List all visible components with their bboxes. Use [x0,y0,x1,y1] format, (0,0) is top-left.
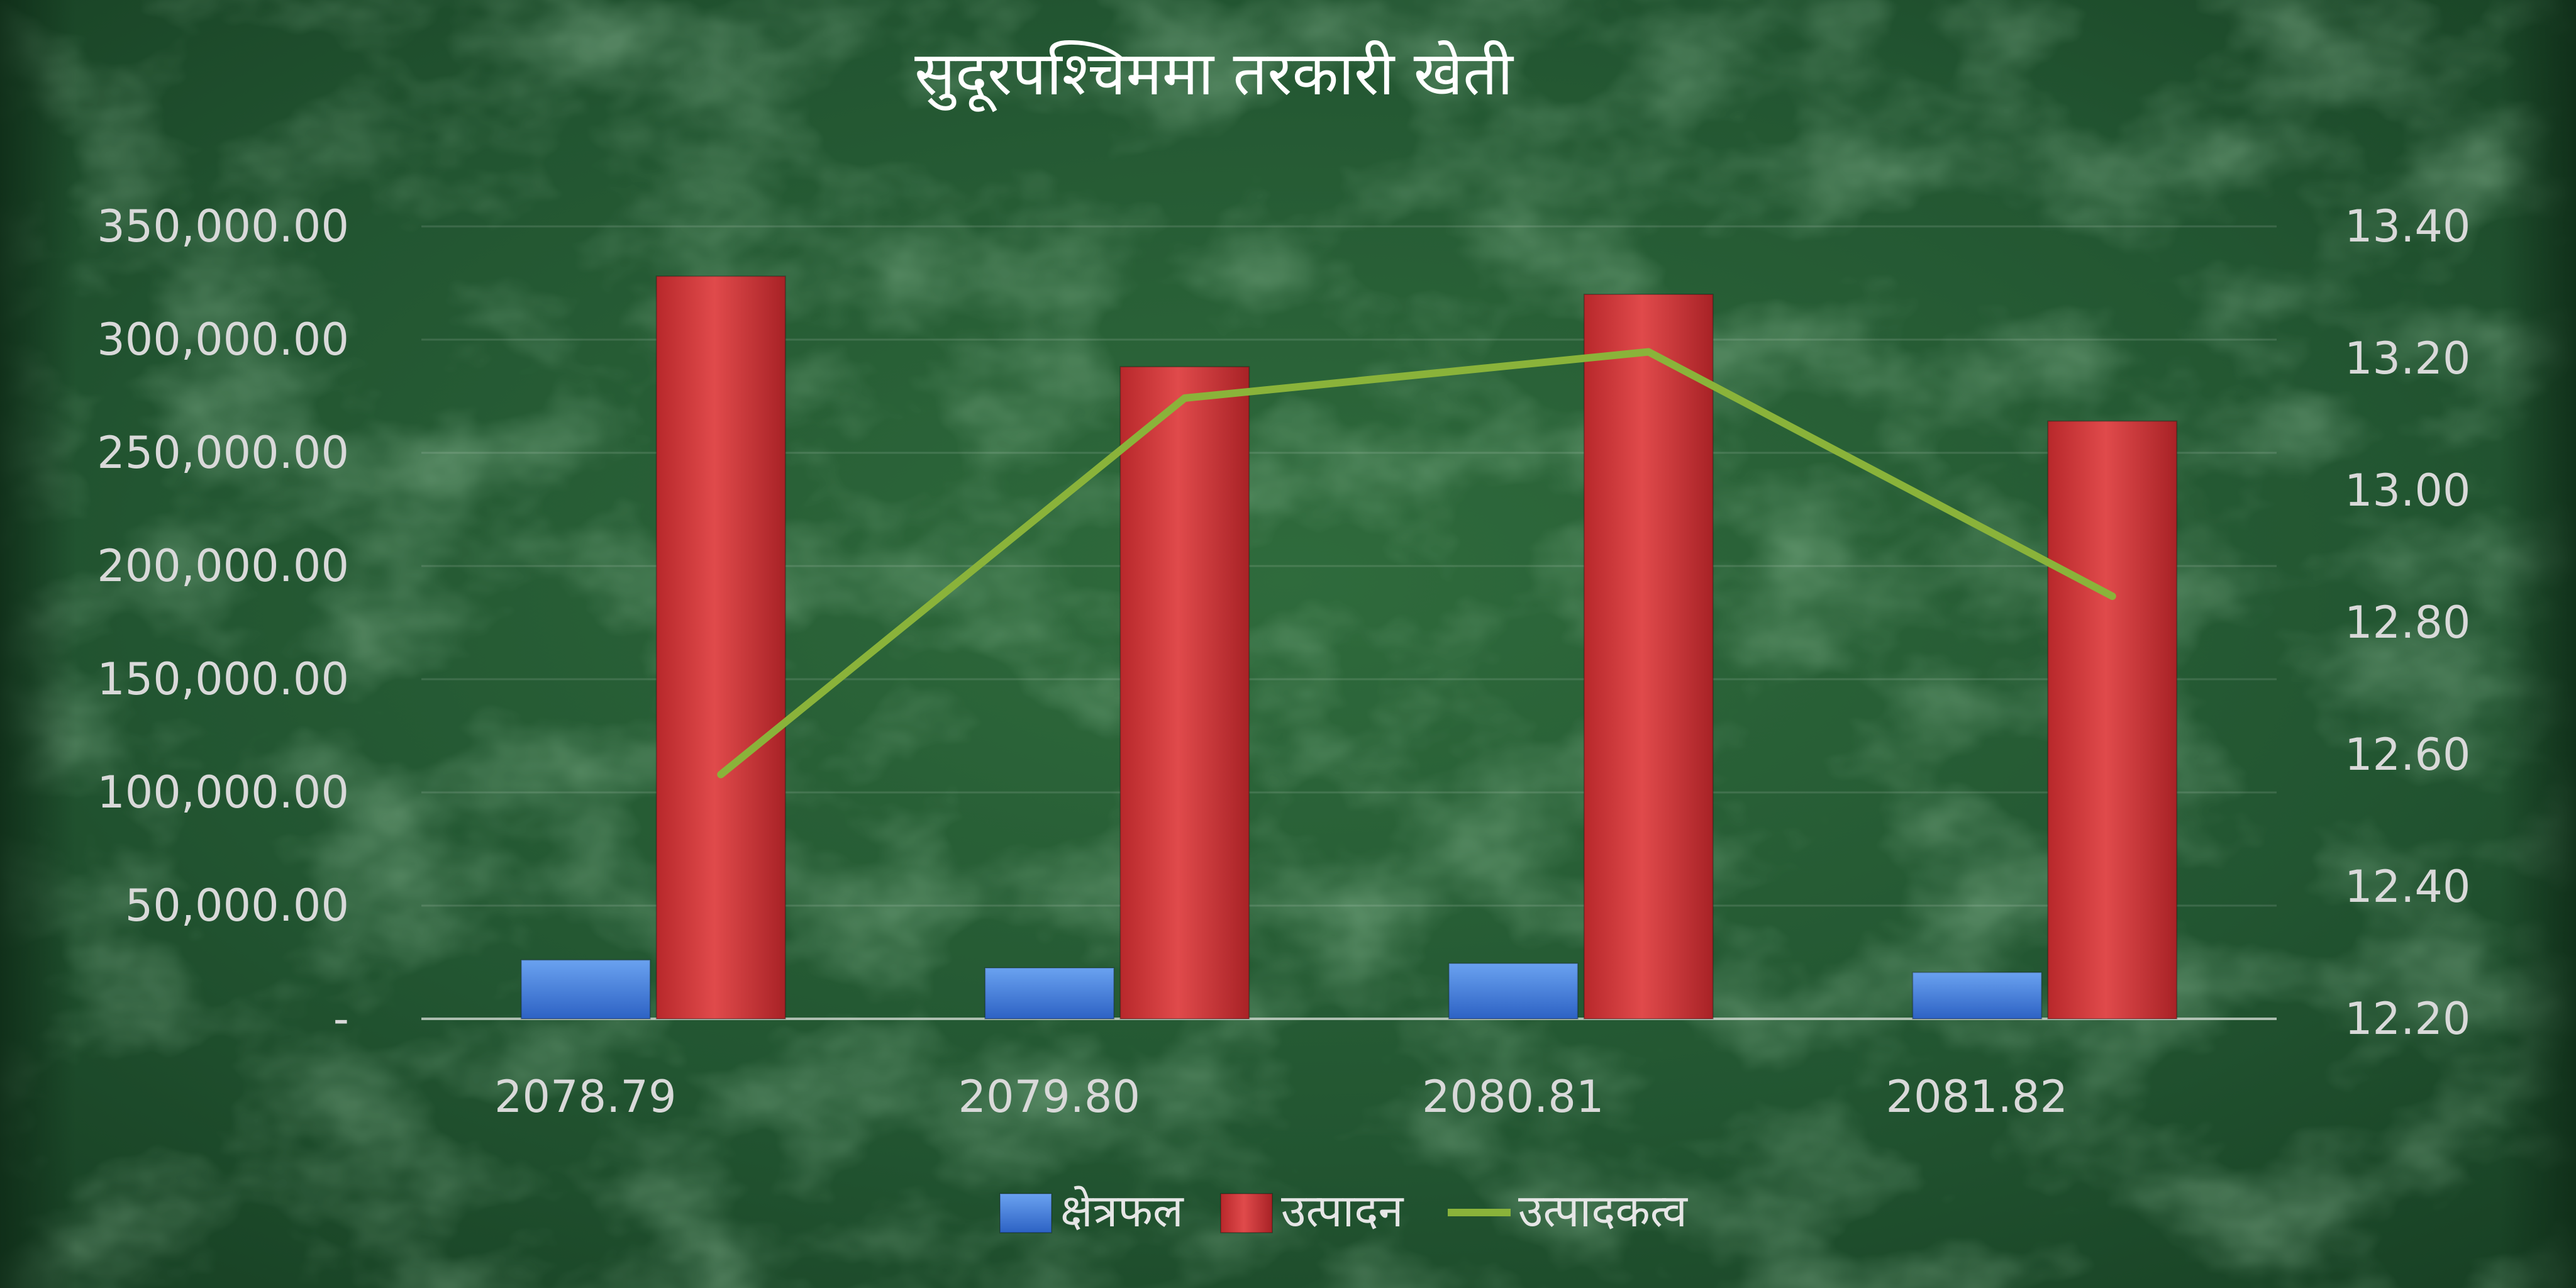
legend-label: उत्पादकत्व [1518,1184,1689,1237]
left-axis: - 50,000.00 100,000.00 150,000.00 200,000.00… [97,201,349,1045]
production-bar [1583,294,1714,1019]
legend-swatch-area [999,1193,1052,1233]
right-axis: 12.20 12.40 12.60 12.80 13.00 13.20 13.40 [2345,201,2470,1045]
area-bar [984,967,1115,1019]
right-tick-label: 13.20 [2345,333,2470,384]
area-bar [520,959,651,1020]
productivity-line [717,348,2116,779]
productivity-point [2111,596,2113,597]
right-edge-shade [2501,0,2576,1288]
left-tick-label: 100,000.00 [97,767,349,818]
productivity-point [1184,397,1185,399]
chart-title: सुदूरपश्चिममा तरकारी खेती [914,38,1514,113]
productivity-point [720,774,722,775]
category-label: 2078.79 [494,1071,676,1123]
right-tick-label: 12.40 [2345,861,2470,913]
category-label: 2080.81 [1422,1071,1604,1123]
area-bar [1912,972,2043,1019]
right-tick-label: 12.80 [2345,597,2470,648]
legend-swatch-production [1220,1193,1273,1233]
legend: क्षेत्रफल उत्पादन उत्पादकत्व [999,1184,1689,1237]
productivity-point [1648,351,1650,353]
left-tick-label: 200,000.00 [97,540,349,592]
area-bar [1448,962,1579,1020]
left-tick-label: 50,000.00 [125,880,349,931]
legend-label: क्षेत्रफल [1060,1184,1184,1237]
left-tick-label: 350,000.00 [97,201,349,252]
left-tick-label: 250,000.00 [97,427,349,479]
category-label: 2081.82 [1886,1071,2068,1123]
production-bar [655,275,786,1020]
right-tick-label: 13.40 [2345,201,2470,252]
right-tick-label: 13.00 [2345,465,2470,516]
category-label: 2079.80 [958,1071,1140,1123]
left-tick-label: 150,000.00 [97,653,349,705]
left-tick-label: 300,000.00 [97,314,349,365]
right-tick-label: 12.20 [2345,993,2470,1045]
legend-label: उत्पादन [1281,1184,1404,1237]
left-edge-shade [0,0,75,1288]
right-tick-label: 12.60 [2345,729,2470,780]
category-labels: 2078.79 2079.80 2080.81 2081.82 [494,1071,2068,1123]
production-bar [2047,420,2178,1019]
bars [520,275,2178,1020]
production-bar [1119,366,1250,1020]
left-tick-label: - [333,993,349,1045]
productivity-line-layer [717,348,2116,779]
